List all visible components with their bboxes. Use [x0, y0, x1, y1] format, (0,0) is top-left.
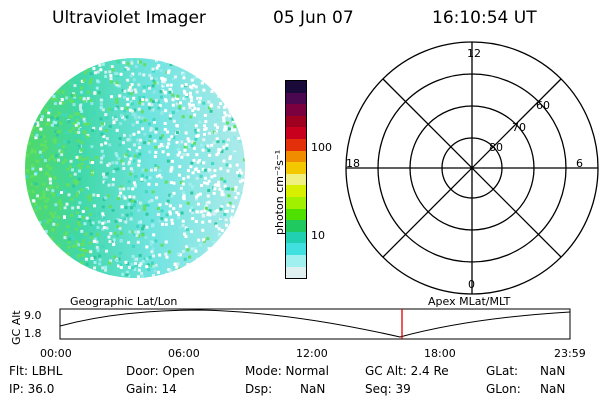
glat-label: GLat:: [486, 364, 519, 378]
timeline-xtick-2359: 23:59: [554, 347, 586, 360]
polar-label-6: 6: [576, 157, 583, 170]
glon-value: NaN: [540, 382, 566, 396]
gc-alt-info: GC Alt: 2.4 Re: [365, 364, 449, 378]
colorbar-segment: [286, 127, 306, 139]
seq-info: Seq: 39: [365, 382, 411, 396]
colorbar-segment: [286, 104, 306, 116]
polar-ring-label-80: 80: [489, 141, 503, 154]
timeline-ytick-max: 9.0: [24, 309, 42, 322]
time-label: 16:10:54 UT: [432, 8, 537, 28]
filter-info: Flt: LBHL: [9, 364, 63, 378]
ip-info: IP: 36.0: [9, 382, 55, 396]
colorbar-segment: [286, 196, 306, 209]
timeline-xtick-1200: 12:00: [296, 347, 328, 360]
date-label: 05 Jun 07: [273, 8, 354, 28]
colorbar-segment: [286, 115, 306, 128]
timeline-xtick-0000: 00:00: [40, 347, 72, 360]
colorbar-segment: [286, 254, 306, 267]
gain-info: Gain: 14: [126, 382, 177, 396]
polar-grid: [345, 41, 599, 295]
timeline-ytick-min: 1.8: [24, 327, 42, 340]
altitude-curve: [59, 309, 571, 338]
colorbar: [285, 80, 307, 279]
timeline-xtick-1800: 18:00: [424, 347, 456, 360]
polar-label-18: 18: [346, 157, 360, 170]
dsp-value: NaN: [300, 382, 326, 396]
colorbar-segment: [286, 243, 306, 255]
colorbar-unit-label: photon cm⁻²s⁻¹: [273, 149, 286, 235]
colorbar-segment: [286, 162, 306, 174]
colorbar-segment: [286, 185, 306, 197]
timeline-left-title: Geographic Lat/Lon: [70, 295, 178, 308]
dsp-label: Dsp:: [245, 382, 273, 396]
colorbar-tick-100: 100: [311, 141, 332, 154]
colorbar-segment: [286, 231, 306, 244]
timeline-right-title: Apex MLat/MLT: [428, 295, 511, 308]
polar-ring-label-60: 60: [536, 99, 550, 112]
colorbar-segment: [286, 138, 306, 151]
colorbar-segment: [286, 81, 306, 93]
colorbar-segment: [286, 150, 306, 163]
colorbar-segment: [286, 220, 306, 232]
polar-label-12: 12: [467, 47, 481, 60]
polar-label-0: 0: [468, 278, 475, 291]
door-info: Door: Open: [126, 364, 195, 378]
instrument-title: Ultraviolet Imager: [52, 8, 206, 28]
colorbar-segment: [286, 266, 306, 279]
polar-ring-label-70: 70: [512, 121, 526, 134]
colorbar-segment: [286, 92, 306, 105]
glat-value: NaN: [540, 364, 566, 378]
timeline-xtick-0600: 06:00: [168, 347, 200, 360]
glon-label: GLon:: [486, 382, 521, 396]
mode-info: Mode: Normal: [245, 364, 329, 378]
colorbar-segment: [286, 173, 306, 186]
colorbar-tick-10: 10: [311, 229, 325, 242]
timeline-y-label: GC Alt: [10, 310, 23, 345]
colorbar-segment: [286, 208, 306, 221]
